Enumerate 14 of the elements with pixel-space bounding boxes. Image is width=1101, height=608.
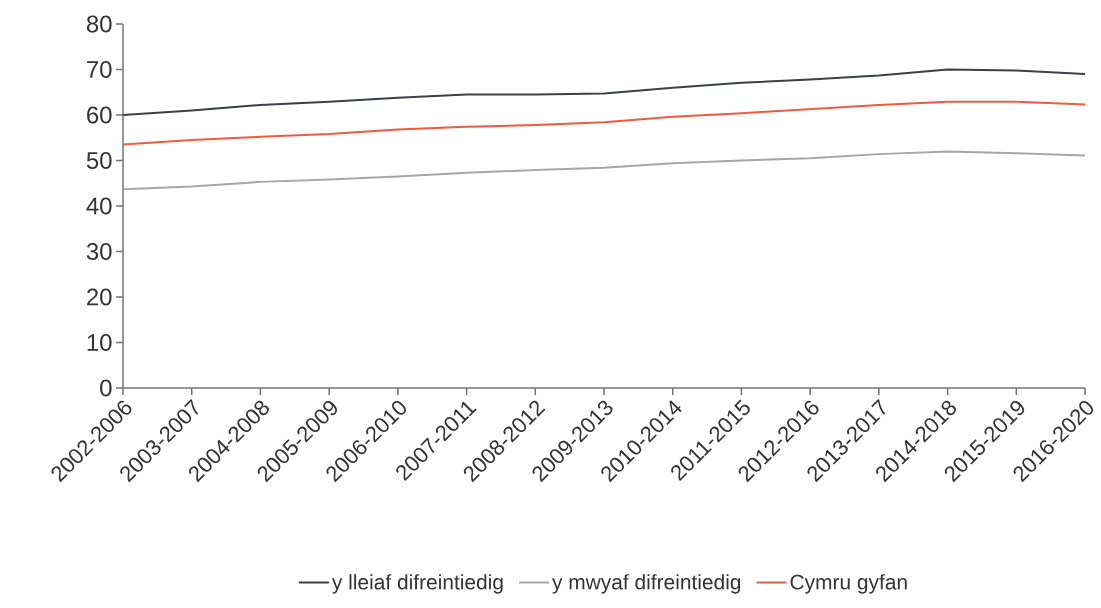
y-tick-label: 30 (86, 243, 112, 260)
y-tick-label: 50 (86, 152, 112, 169)
y-tick-label: 20 (87, 288, 112, 306)
legend-label: y mwyaf difreintiedig (552, 574, 741, 594)
y-tick-label: 10 (87, 334, 112, 351)
y-tick-label: 70 (87, 61, 112, 78)
line-series (122, 68, 1087, 116)
legend-label: y lleiaf difreintiedig (331, 574, 503, 594)
legend-label: Cymru gyfan (790, 574, 907, 594)
y-tick-label: 40 (86, 197, 112, 215)
line-series (122, 150, 1087, 191)
y-tick-label: 0 (100, 379, 112, 397)
y-tick-label: 80 (86, 15, 112, 33)
y-tick-label: 60 (87, 106, 112, 124)
